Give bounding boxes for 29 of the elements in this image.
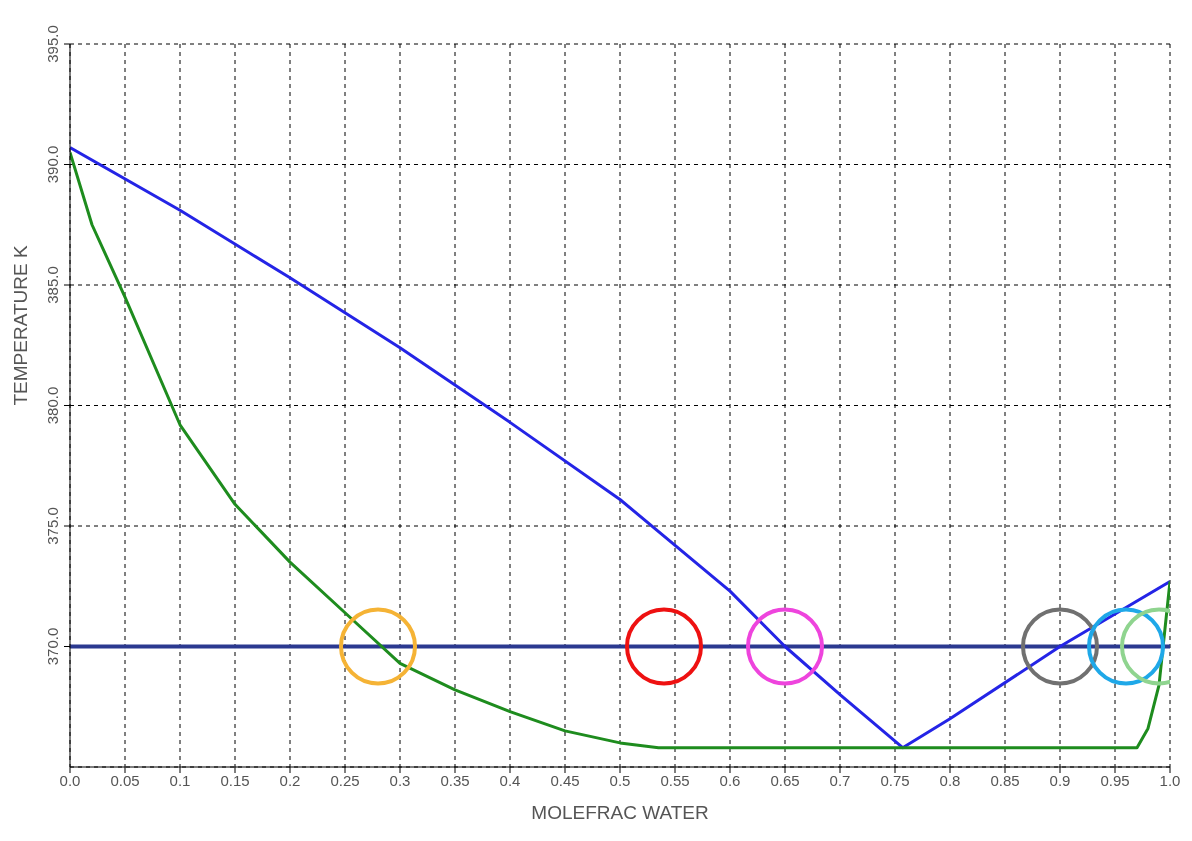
- x-tick-label: 0.7: [829, 771, 851, 789]
- y-tick-label: 370.0: [44, 627, 61, 666]
- x-tick-label: 0.25: [330, 771, 360, 789]
- y-tick-label: 390.0: [44, 145, 61, 184]
- x-tick-label: 0.35: [440, 771, 470, 789]
- x-axis-title: MOLEFRAC WATER: [531, 802, 709, 823]
- x-tick-label: 0.85: [990, 771, 1020, 789]
- x-tick-label: 0.3: [389, 771, 411, 789]
- y-tick-label: 395.0: [44, 25, 61, 63]
- x-tick-label: 0.45: [550, 771, 580, 789]
- x-tick-label: 0.05: [110, 771, 140, 789]
- x-tick-label: 0.9: [1049, 771, 1071, 789]
- y-tick-label: 375.0: [44, 507, 61, 545]
- x-tick-label: 0.15: [220, 771, 250, 789]
- x-tick-label: 0.1: [169, 771, 191, 789]
- x-tick-label: 0.8: [939, 771, 961, 789]
- x-tick-label: 0.2: [279, 771, 301, 789]
- x-tick-label: 0.4: [499, 771, 521, 789]
- x-tick-label: 0.95: [1100, 771, 1130, 789]
- x-tick-label: 0.65: [770, 771, 800, 789]
- y-tick-label: 385.0: [44, 266, 61, 304]
- x-tick-label: 0.5: [609, 771, 631, 789]
- x-tick-label: 0.75: [880, 771, 910, 789]
- x-tick-label: 0.55: [660, 771, 690, 789]
- x-tick-label: 0.6: [719, 771, 741, 789]
- x-tick-label: 0.0: [59, 771, 81, 789]
- y-tick-label: 380.0: [44, 386, 61, 425]
- x-tick-label: 1.0: [1159, 771, 1181, 789]
- y-axis-title: TEMPERATURE K: [9, 245, 31, 406]
